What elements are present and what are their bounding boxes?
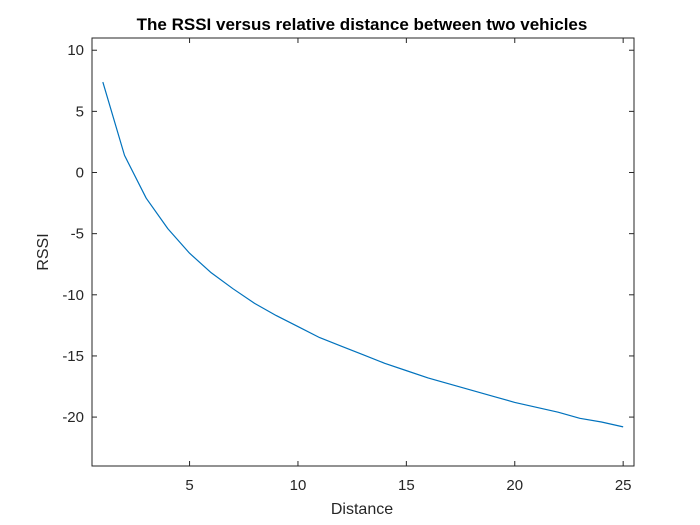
- y-axis-label: RSSI: [35, 233, 52, 270]
- x-tick-label: 20: [506, 477, 523, 494]
- plot-area: [91, 37, 635, 467]
- series-line: [102, 81, 624, 428]
- series-group: [102, 81, 624, 428]
- x-tick-label: 5: [185, 477, 193, 494]
- y-axis: 10 5 0 -5 -10 -15 -20: [62, 42, 634, 426]
- x-tick-label: 15: [398, 477, 415, 494]
- x-axis: 5 10 15 20 25: [185, 38, 632, 494]
- y-tick-label: -5: [71, 226, 84, 243]
- y-tick-label: 10: [67, 42, 84, 59]
- y-tick-label: 5: [76, 103, 84, 120]
- x-tick-label: 10: [290, 477, 307, 494]
- chart-title: The RSSI versus relative distance betwee…: [137, 15, 588, 34]
- y-tick-label: -20: [62, 409, 84, 426]
- y-tick-label: -10: [62, 287, 84, 304]
- y-tick-label: -15: [62, 348, 84, 365]
- x-tick-label: 25: [615, 477, 632, 494]
- x-axis-label: Distance: [331, 501, 393, 518]
- y-tick-label: 0: [76, 165, 84, 182]
